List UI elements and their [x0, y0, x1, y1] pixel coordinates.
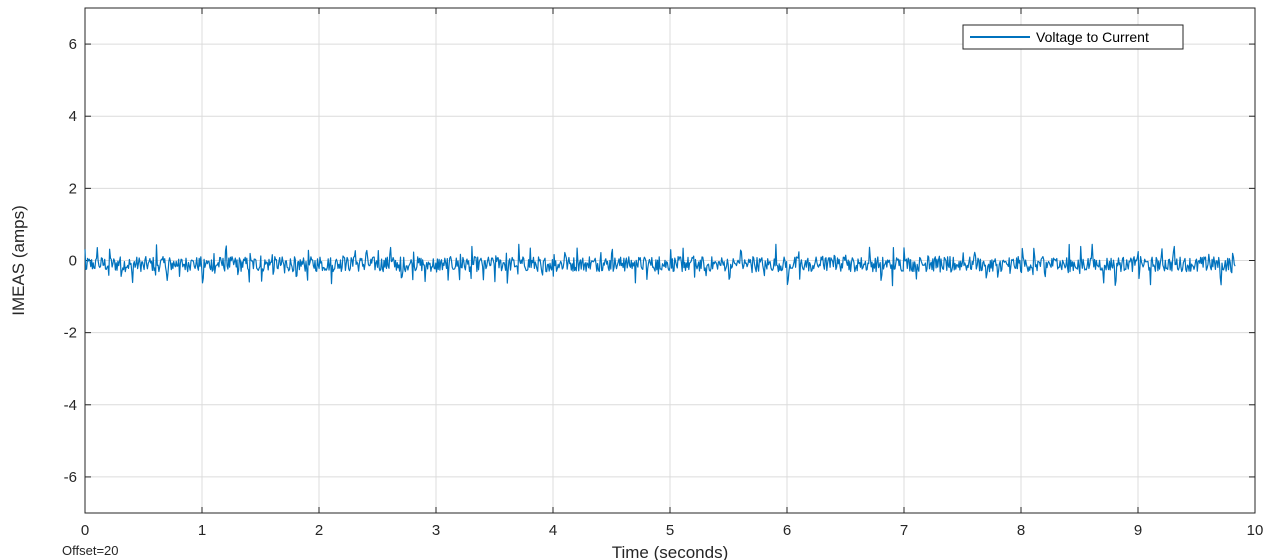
- axis-ticks: [84, 8, 1256, 513]
- y-tick-label: 4: [69, 108, 77, 125]
- x-tick-label: 3: [432, 522, 440, 539]
- x-axis-label: Time (seconds): [612, 543, 729, 560]
- offset-label: Offset=20: [62, 543, 119, 558]
- x-tick-label: 2: [315, 522, 323, 539]
- x-tick-label: 10: [1247, 522, 1264, 539]
- x-tick-label: 4: [549, 522, 557, 539]
- y-tick-label: 6: [69, 36, 77, 53]
- y-tick-label: 0: [69, 253, 77, 270]
- x-tick-labels: 0 1 2 3 4 5 6 7 8 9 10: [81, 522, 1264, 539]
- x-tick-label: 5: [666, 522, 674, 539]
- x-tick-label: 7: [900, 522, 908, 539]
- x-tick-label: 6: [783, 522, 791, 539]
- y-tick-label: -2: [64, 325, 77, 342]
- legend-label-voltage-to-current: Voltage to Current: [1036, 29, 1149, 45]
- legend: Voltage to Current: [962, 24, 1184, 50]
- y-tick-label: 2: [69, 180, 77, 197]
- y-tick-label: -4: [64, 397, 77, 414]
- y-tick-label: -6: [64, 469, 77, 486]
- series-layer: [84, 243, 1236, 287]
- y-tick-labels: -6 -4 -2 0 2 4 6: [64, 36, 77, 486]
- x-tick-label: 1: [198, 522, 206, 539]
- x-tick-label: 8: [1017, 522, 1025, 539]
- y-axis-label: IMEAS (amps): [9, 205, 28, 316]
- series-line-voltage-to-current: [84, 243, 1236, 287]
- x-tick-label: 0: [81, 522, 89, 539]
- x-tick-label: 9: [1134, 522, 1142, 539]
